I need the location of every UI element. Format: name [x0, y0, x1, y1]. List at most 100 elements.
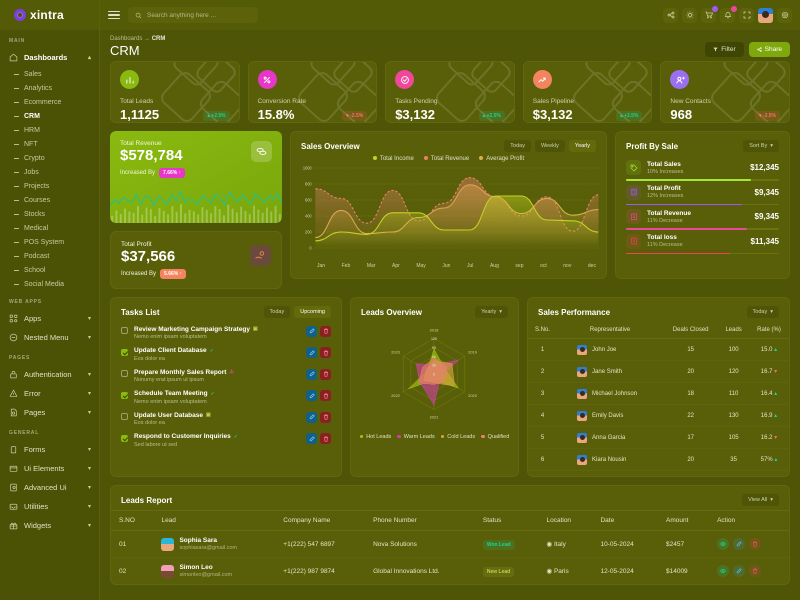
table-row[interactable]: 3 Michael Johnson 18 110 16.4 ▴ [528, 382, 789, 405]
table-row[interactable]: 01 Sophia Sara sophiasara@gmail.com +1(222)… [111, 530, 789, 558]
avatar [161, 537, 175, 551]
task-checkbox[interactable] [121, 434, 128, 442]
trash-icon[interactable] [320, 433, 331, 444]
share-button[interactable]: Share [748, 42, 790, 57]
eye-icon[interactable] [717, 565, 730, 577]
sidebar-subitem-projects[interactable]: Projects [0, 179, 99, 193]
sales-tab-yearly[interactable]: Yearly [568, 140, 596, 152]
trash-icon[interactable] [320, 325, 331, 337]
sidebar-subitem-school[interactable]: School [0, 263, 99, 277]
svg-text:2023: 2023 [391, 349, 401, 354]
sidebar-item-error[interactable]: Error ▾ [0, 384, 99, 403]
sidebar-item-dashboards[interactable]: Dashboards ▴ [0, 48, 99, 67]
sidebar-subitem-social-media[interactable]: Social Media [0, 277, 99, 291]
profit-sort-select[interactable]: Sort By ▾ [743, 140, 779, 152]
leads-period-select[interactable]: Yearly ▾ [475, 306, 508, 318]
sidebar-item-label: Error [24, 389, 41, 398]
sales-tab-today[interactable]: Today [504, 140, 531, 152]
edit-icon[interactable] [306, 347, 317, 358]
sidebar-item-pages[interactable]: Pages ▾ [0, 403, 99, 422]
column-header: Company Name [275, 510, 366, 531]
sidebar-item-ui-elements[interactable]: Ui Elements ▾ [0, 459, 99, 478]
sidebar-item-forms[interactable]: Forms ▾ [0, 440, 99, 459]
task-checkbox[interactable] [121, 348, 128, 356]
tasks-tab-upcoming[interactable]: Upcoming [294, 306, 331, 318]
table-row[interactable]: 6 Kiara Nousin 20 35 57% ▴ [528, 448, 789, 471]
bell-icon[interactable] [720, 5, 737, 23]
sidebar-subitem-hrm[interactable]: HRM [0, 123, 99, 137]
trash-icon[interactable] [320, 390, 331, 401]
pencil-icon[interactable] [733, 565, 746, 577]
sidebar-item-apps[interactable]: Apps ▾ [0, 309, 99, 328]
breadcrumb-root[interactable]: Dashboards [110, 36, 143, 42]
pencil-icon[interactable] [733, 538, 746, 550]
task-checkbox[interactable] [121, 327, 128, 334]
sidebar-subitem-nft[interactable]: NFT [0, 137, 99, 151]
task-checkbox[interactable] [121, 370, 128, 377]
sidebar-item-utilities[interactable]: Utilities ▾ [0, 497, 99, 516]
svg-text:90: 90 [432, 346, 436, 350]
sun-icon[interactable] [682, 7, 697, 23]
chevron-down-icon: ▾ [770, 143, 773, 149]
table-row[interactable]: 02 Simon Leo simonleo@gmail.com +1(222) 987… [111, 557, 789, 584]
sidebar-subitem-medical[interactable]: Medical [0, 221, 99, 235]
row-rate: 16.2 ▾ [748, 426, 789, 449]
sidebar-item-authentication[interactable]: Authentication ▾ [0, 365, 99, 384]
view-all-select[interactable]: View All ▾ [742, 494, 779, 506]
arrow-down-icon: ▾ [774, 369, 778, 375]
sidebar-subitem-jobs[interactable]: Jobs [0, 165, 99, 179]
task-checkbox[interactable] [121, 391, 128, 399]
total-profit-pill: 5.66% ↑ [160, 268, 187, 279]
profit-by-sale-list: Total Sales 10% Increases $12,345 Total Pro… [616, 156, 789, 255]
location-pin-icon: ◉ [546, 568, 553, 575]
eye-icon[interactable] [717, 538, 730, 550]
table-row[interactable]: 2 Jane Smith 20 120 16.7 ▾ [528, 360, 789, 383]
tasks-tab-today[interactable]: Today [263, 306, 291, 318]
search-input[interactable]: Search anything here ... [128, 7, 258, 23]
search-icon [135, 12, 142, 18]
sidebar-subitem-podcast[interactable]: Podcast [0, 249, 99, 263]
table-row[interactable]: 4 Emily Davis 22 130 16.9 ▴ [528, 404, 789, 427]
edit-icon[interactable] [306, 390, 317, 401]
tasks-list-card: Tasks List Today Upcoming Review Marketin… [110, 297, 342, 477]
trash-icon[interactable] [320, 347, 331, 358]
task-checkbox[interactable] [121, 413, 128, 420]
trash-icon[interactable] [749, 538, 762, 550]
edit-icon[interactable] [306, 411, 317, 423]
sales-tab-weekly[interactable]: Weekly [534, 140, 565, 152]
sidebar-subitem-pos-system[interactable]: POS System [0, 235, 99, 249]
sidebar-item-advanced-ui[interactable]: Advanced Ui ▾ [0, 478, 99, 497]
filter-button[interactable]: Filter [705, 42, 744, 57]
avatar[interactable] [758, 7, 773, 23]
sidebar-subitem-ecommerce[interactable]: Ecommerce [0, 95, 99, 109]
trash-icon[interactable] [320, 411, 331, 423]
trash-icon[interactable] [749, 565, 762, 577]
avatar [577, 388, 588, 399]
sidebar-subitem-analytics[interactable]: Analytics [0, 81, 99, 95]
sidebar-item-widgets[interactable]: Widgets ▾ [0, 516, 99, 535]
table-row[interactable]: 5 Anna Garcia 17 105 16.2 ▾ [528, 426, 789, 449]
sidebar-subitem-crm[interactable]: CRM [0, 109, 99, 123]
trash-icon[interactable] [320, 368, 331, 380]
brand[interactable]: xintra [0, 0, 99, 30]
edit-icon[interactable] [306, 368, 317, 380]
sidebar-subitem-courses[interactable]: Courses [0, 193, 99, 207]
table-row[interactable]: 1 John Joe 15 100 15.0 ▴ [528, 338, 789, 361]
total-profit-card: Total Profit $37,566 Increased By 5.66% … [110, 231, 282, 289]
total-revenue-value: $578,784 [120, 147, 183, 164]
gear-icon[interactable] [777, 7, 792, 23]
edit-icon[interactable] [306, 325, 317, 337]
hamburger-icon[interactable] [108, 10, 120, 20]
sidebar-subitem-crypto[interactable]: Crypto [0, 151, 99, 165]
svg-text:0: 0 [309, 245, 312, 250]
sidebar-subitem-sales[interactable]: Sales [0, 67, 99, 81]
clipboard-icon [9, 445, 18, 454]
sidebar-item-nested-menu[interactable]: Nested Menu ▾ [0, 328, 99, 347]
cart-icon[interactable] [701, 5, 718, 23]
edit-icon[interactable] [306, 433, 317, 444]
fullscreen-icon[interactable] [739, 7, 754, 23]
performance-period-select[interactable]: Today ▾ [746, 306, 779, 318]
sidebar-subitem-stocks[interactable]: Stocks [0, 207, 99, 221]
hand-coins-icon [250, 245, 271, 266]
share-nodes-icon[interactable] [663, 7, 678, 23]
